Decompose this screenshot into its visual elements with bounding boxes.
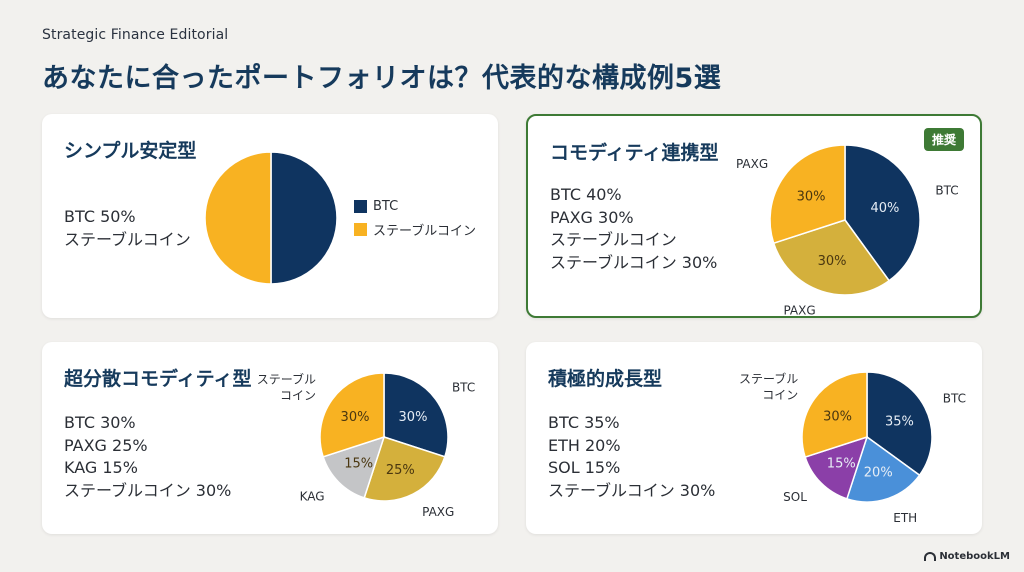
legend-swatch <box>354 200 367 213</box>
allocation-item: ステーブルコイン <box>64 229 191 249</box>
slice-outer-label: KAG <box>300 489 325 503</box>
slice-data-label: 20% <box>864 466 893 481</box>
pie-chart: 35% BTC 20% ETH 15% SOL 30% ステーブルコイン <box>739 371 966 525</box>
slice-data-label: 30% <box>341 410 370 425</box>
slice-data-label: 15% <box>344 456 373 471</box>
allocation-item: KAG 15% <box>64 458 138 477</box>
slice-data-label: 25% <box>386 463 415 478</box>
card-title: 超分散コモディティ型 <box>64 368 252 390</box>
allocation-list: BTC 40% PAXG 30% ステーブルコイン ステーブルコイン 30% <box>550 184 717 274</box>
pie-slice-0 <box>383 372 449 458</box>
footer-brand: NotebookLM <box>924 551 1010 562</box>
slice-outer-label: BTC <box>935 184 958 198</box>
slice-data-label: 40% <box>870 201 899 216</box>
slice-data-label: 15% <box>827 457 856 472</box>
slice-data-label: 35% <box>885 414 914 429</box>
slice-outer-label: BTC <box>452 381 475 395</box>
slice-outer-label: ステーブルコイン <box>739 371 798 402</box>
pie-chart: 30% BTC 25% PAXG 15% KAG 30% ステーブルコイン <box>257 372 475 519</box>
pie-chart: 40% BTC 30% PAXG 30% PAXG <box>736 144 959 317</box>
card-simple-stable: シンプル安定型 BTC 50% ステーブルコイン BTC ステーブルコイン <box>42 114 498 318</box>
pie-slice-0 <box>844 144 921 282</box>
pie-slice-3 <box>319 372 385 458</box>
card-title: 積極的成長型 <box>548 368 663 390</box>
allocation-list: BTC 30% PAXG 25% KAG 15% ステーブルコイン 30% <box>64 412 231 502</box>
legend-label: ステーブルコイン <box>373 224 476 239</box>
card-title: シンプル安定型 <box>64 140 197 162</box>
legend-swatch <box>354 223 367 236</box>
allocation-item: BTC 50% <box>64 207 136 226</box>
slice-data-label: 30% <box>797 189 826 204</box>
slice-outer-label: SOL <box>783 490 807 504</box>
page-title: あなたに合ったポートフォリオは？代表的な構成例5選 <box>42 63 722 94</box>
pie-slice-1 <box>772 219 891 296</box>
slice-outer-label: PAXG <box>422 505 454 519</box>
pie-slice-1 <box>363 436 446 502</box>
allocation-item: ETH 20% <box>548 435 621 455</box>
recommended-badge: 推奨 <box>923 128 964 151</box>
allocation-item: ステーブルコイン 30% <box>550 252 718 272</box>
notebooklm-logo-icon <box>924 552 937 561</box>
pie-slice-3 <box>801 371 868 459</box>
legend-item-btc: BTC <box>354 199 476 214</box>
pie-slice-2 <box>769 144 846 245</box>
allocation-item: PAXG 25% <box>64 435 148 455</box>
allocation-item: PAXG 30% <box>550 207 634 227</box>
card-aggressive-growth: 積極的成長型 BTC 35% ETH 20% SOL 15% ステーブルコイン … <box>526 342 982 534</box>
allocation-list: BTC 50% ステーブルコイン <box>64 206 191 251</box>
chart-legend: BTC ステーブルコイン <box>354 199 476 245</box>
pie-slice-0 <box>866 371 933 477</box>
slice-data-label: 30% <box>818 254 847 269</box>
legend-label: BTC <box>373 199 399 214</box>
allocation-item: BTC 35% <box>548 413 620 432</box>
card-title: コモディティ連携型 <box>550 142 719 164</box>
eyebrow-text: Strategic Finance Editorial <box>42 27 229 43</box>
legend-item-stablecoin: ステーブルコイン <box>354 220 476 239</box>
allocation-item: SOL 15% <box>548 458 621 477</box>
card-commodity-linked: コモディティ連携型 推奨 BTC 40% PAXG 30% ステーブルコイン ス… <box>526 114 982 318</box>
slice-outer-label: PAXG <box>736 157 768 171</box>
allocation-item: BTC 40% <box>550 185 622 204</box>
allocation-list: BTC 35% ETH 20% SOL 15% ステーブルコイン 30% <box>548 412 715 502</box>
pie-slice-1 <box>204 151 272 285</box>
allocation-item: ステーブルコイン 30% <box>64 480 232 500</box>
card-ultra-diversified: 超分散コモディティ型 BTC 30% PAXG 25% KAG 15% ステーブ… <box>42 342 498 534</box>
allocation-item: ステーブルコイン <box>550 230 677 249</box>
pie-slice-0 <box>270 151 338 285</box>
slice-data-label: 30% <box>399 410 428 425</box>
slice-outer-label: ステーブルコイン <box>257 372 316 403</box>
pie-chart <box>204 151 338 285</box>
allocation-item: ステーブルコイン 30% <box>548 480 716 500</box>
allocation-item: BTC 30% <box>64 413 136 432</box>
slice-data-label: 30% <box>823 410 852 425</box>
slice-outer-label: PAXG <box>783 303 815 317</box>
brand-name: NotebookLM <box>939 551 1010 562</box>
slice-outer-label: BTC <box>943 391 966 405</box>
slice-outer-label: ETH <box>893 511 917 525</box>
pie-slice-1 <box>845 435 921 503</box>
